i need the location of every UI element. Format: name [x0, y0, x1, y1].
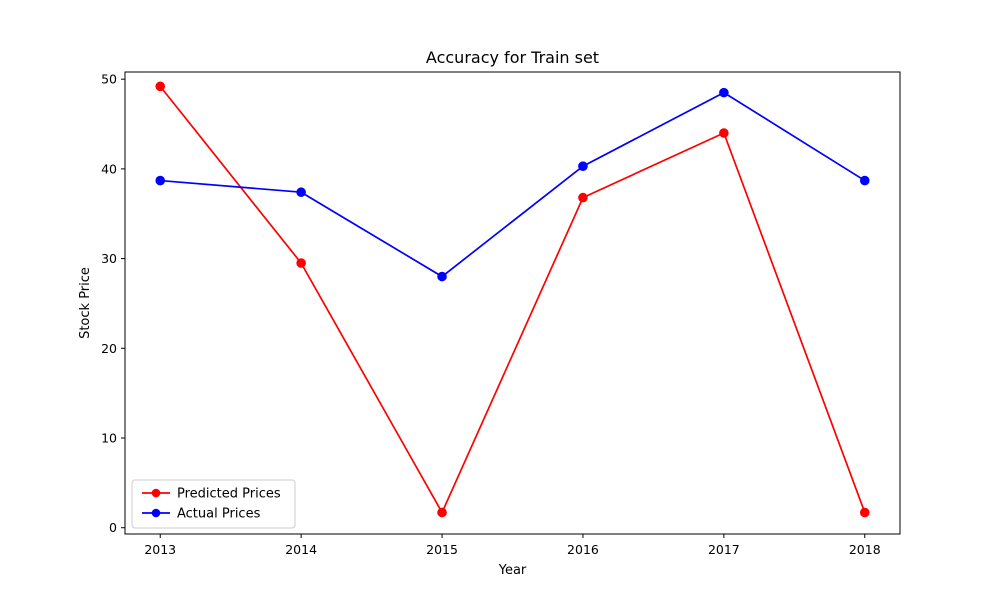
y-tick-label: 0: [109, 520, 117, 535]
y-tick-label: 50: [101, 72, 117, 87]
x-tick-label: 2014: [285, 542, 317, 557]
series-line-predicted-prices: [159, 85, 866, 515]
x-tick-label: 2013: [144, 542, 176, 557]
plot-area: 2013 2014 2015 2016 2017 2018 0 10 20 30 40 50: [101, 71, 901, 557]
legend-entry-label: Actual Prices: [177, 507, 261, 522]
x-tick-label: 2018: [849, 542, 881, 557]
data-point-actual-prices: [719, 87, 729, 98]
x-axis-label: Year: [498, 563, 527, 578]
legend-box: [131, 479, 296, 529]
legend-entry-label: Predicted Prices: [177, 487, 281, 502]
data-point-actual-prices: [578, 161, 588, 171]
x-tick-label: 2016: [567, 542, 599, 557]
data-point-predicted-prices: [296, 258, 306, 268]
data-point-actual-prices: [437, 271, 447, 282]
axes-frame: [124, 71, 901, 535]
data-point-actual-prices: [296, 187, 306, 198]
x-tick-label: 2015: [426, 542, 458, 557]
data-point-predicted-prices: [155, 81, 166, 92]
y-tick-label: 10: [101, 431, 117, 446]
x-tick-label: 2017: [708, 542, 740, 557]
data-point-actual-prices: [859, 175, 870, 186]
data-point-predicted-prices: [437, 507, 447, 518]
legend-swatch-marker: [151, 488, 161, 498]
y-tick-label: 20: [101, 341, 117, 356]
chart-title: Accuracy for Train set: [426, 48, 599, 67]
y-tick-label: 30: [101, 251, 117, 266]
data-point-actual-prices: [155, 175, 166, 186]
y-axis-label: Stock Price: [78, 267, 93, 339]
legend-swatch-marker: [151, 508, 161, 518]
y-tick-label: 40: [101, 161, 117, 176]
series-line-actual-prices: [160, 91, 866, 278]
legend: Predicted Prices Actual Prices: [131, 479, 296, 529]
data-point-predicted-prices: [578, 192, 588, 203]
data-point-predicted-prices: [859, 507, 870, 518]
data-point-predicted-prices: [719, 128, 729, 138]
